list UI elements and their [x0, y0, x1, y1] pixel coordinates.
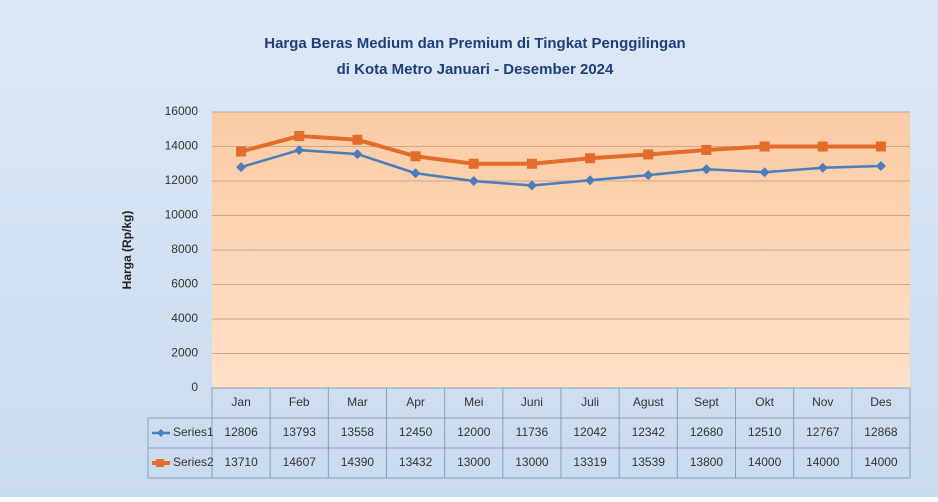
chart-subtitle: di Kota Metro Januari - Desember 2024	[337, 61, 614, 78]
point	[643, 170, 654, 181]
table-value: 12680	[690, 425, 724, 439]
y-tick-label: 6000	[171, 277, 198, 291]
table-value: 12767	[806, 425, 840, 439]
y-tick-label: 0	[191, 380, 198, 394]
x-tick-label: Feb	[289, 395, 310, 409]
point	[875, 141, 886, 152]
x-tick-label: Mei	[464, 395, 483, 409]
point	[468, 176, 479, 186]
y-tick-label: 2000	[171, 346, 198, 360]
point	[701, 164, 712, 175]
series-line	[240, 134, 881, 166]
legend-key	[157, 429, 165, 437]
legend-key	[156, 459, 164, 467]
y-tick-label: 14000	[165, 139, 199, 153]
x-tick-label: Agust	[633, 395, 664, 409]
table-value: 11736	[516, 425, 549, 439]
table-value: 13539	[632, 455, 666, 469]
table-value: 12342	[632, 425, 666, 439]
table-value: 14390	[341, 455, 375, 469]
series-line	[240, 148, 881, 187]
y-tick-label: 8000	[171, 242, 198, 256]
y-axis-label: Harga (Rp/kg)	[120, 211, 134, 290]
table-value: 13558	[341, 425, 375, 439]
table-value: 12806	[224, 425, 258, 439]
x-tick-label: Juli	[581, 395, 599, 409]
y-tick-label: 16000	[165, 104, 199, 118]
table-value: 14000	[748, 455, 782, 469]
point	[236, 162, 247, 173]
point	[759, 141, 770, 152]
point	[526, 158, 537, 169]
table-value: 12510	[748, 425, 782, 439]
x-tick-label: Mar	[347, 395, 368, 409]
x-tick-label: Sept	[694, 395, 719, 409]
x-tick-label: Apr	[406, 395, 425, 409]
point	[817, 162, 828, 173]
point	[817, 141, 828, 152]
table-value: 14607	[283, 455, 317, 469]
point	[352, 149, 363, 160]
point	[585, 153, 596, 164]
point	[410, 168, 421, 179]
x-tick-label: Okt	[755, 395, 774, 409]
y-tick-label: 4000	[171, 311, 198, 325]
point	[410, 151, 421, 162]
point	[875, 161, 886, 172]
table-value: 13000	[457, 455, 491, 469]
y-tick-label: 10000	[165, 208, 199, 222]
point	[236, 146, 247, 157]
legend-label: Series2	[173, 455, 214, 469]
point	[759, 167, 770, 178]
point	[294, 145, 305, 156]
table-value: 14000	[806, 455, 840, 469]
chart-title: Harga Beras Medium dan Premium di Tingka…	[264, 35, 685, 52]
x-tick-label: Juni	[521, 395, 543, 409]
legend-label: Series1	[173, 425, 214, 439]
point	[701, 144, 712, 155]
table-value: 13793	[283, 425, 317, 439]
table-value: 12000	[457, 425, 491, 439]
x-tick-label: Nov	[812, 395, 833, 409]
table-value: 13000	[515, 455, 549, 469]
x-tick-label: Des	[870, 395, 891, 409]
table-value: 12868	[864, 425, 898, 439]
x-tick-label: Jan	[231, 395, 250, 409]
table-value: 14000	[864, 455, 898, 469]
point	[352, 134, 363, 145]
table-value: 13800	[690, 455, 724, 469]
point	[468, 158, 479, 169]
point	[526, 180, 537, 191]
table-value: 12450	[399, 425, 433, 439]
point	[643, 149, 654, 160]
table-value: 13710	[224, 455, 258, 469]
point	[585, 175, 596, 186]
table-value: 12042	[573, 425, 607, 439]
y-tick-label: 12000	[165, 173, 199, 187]
table-value: 13432	[399, 455, 433, 469]
point	[294, 131, 305, 142]
table-value: 13319	[573, 455, 607, 469]
